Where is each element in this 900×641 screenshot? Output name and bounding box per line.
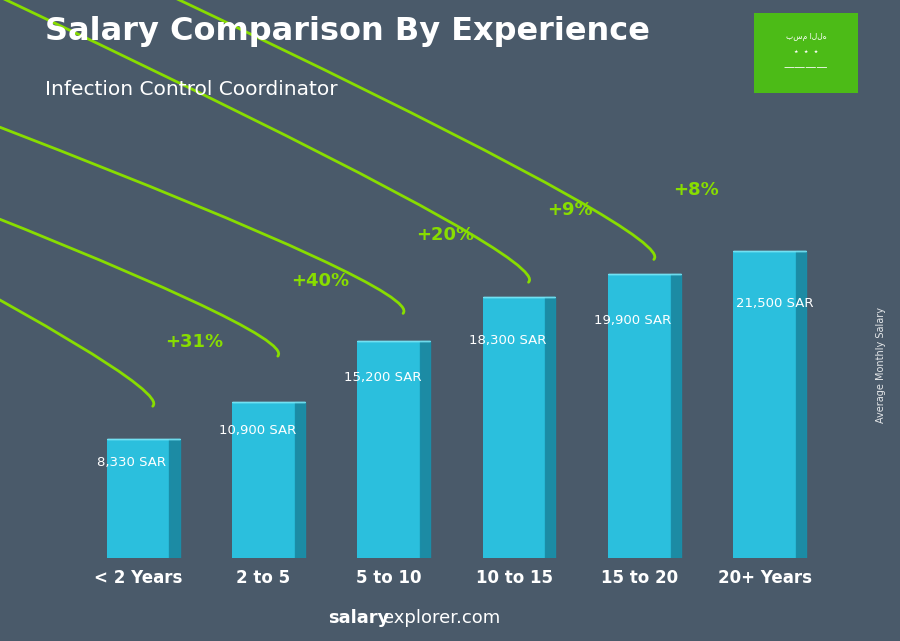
Text: explorer.com: explorer.com bbox=[382, 609, 500, 627]
Text: Infection Control Coordinator: Infection Control Coordinator bbox=[45, 80, 338, 99]
Text: +20%: +20% bbox=[416, 226, 474, 244]
Polygon shape bbox=[545, 297, 555, 558]
Polygon shape bbox=[796, 251, 806, 558]
Polygon shape bbox=[670, 274, 680, 558]
Text: +31%: +31% bbox=[166, 333, 223, 351]
Text: 21,500 SAR: 21,500 SAR bbox=[736, 297, 814, 310]
Text: 18,300 SAR: 18,300 SAR bbox=[469, 334, 546, 347]
Text: ٭  ٭  ٭: ٭ ٭ ٭ bbox=[794, 47, 818, 56]
Bar bbox=[734, 251, 796, 558]
Bar bbox=[232, 403, 295, 558]
Bar bbox=[357, 341, 420, 558]
Text: ————: ———— bbox=[784, 62, 828, 72]
Bar bbox=[482, 297, 545, 558]
Text: +8%: +8% bbox=[673, 181, 718, 199]
Text: 8,330 SAR: 8,330 SAR bbox=[97, 456, 166, 469]
Text: salary: salary bbox=[328, 609, 390, 627]
Text: Salary Comparison By Experience: Salary Comparison By Experience bbox=[45, 16, 650, 47]
Text: Average Monthly Salary: Average Monthly Salary bbox=[877, 308, 886, 423]
Text: 15,200 SAR: 15,200 SAR bbox=[344, 371, 421, 384]
Polygon shape bbox=[169, 439, 179, 558]
Bar bbox=[608, 274, 670, 558]
Bar bbox=[107, 439, 169, 558]
Text: +9%: +9% bbox=[547, 201, 593, 219]
Polygon shape bbox=[295, 403, 305, 558]
Text: 10,900 SAR: 10,900 SAR bbox=[219, 424, 296, 437]
Text: 19,900 SAR: 19,900 SAR bbox=[594, 314, 671, 327]
Text: بسم الله: بسم الله bbox=[786, 32, 826, 42]
Text: +40%: +40% bbox=[291, 272, 349, 290]
Polygon shape bbox=[420, 341, 430, 558]
